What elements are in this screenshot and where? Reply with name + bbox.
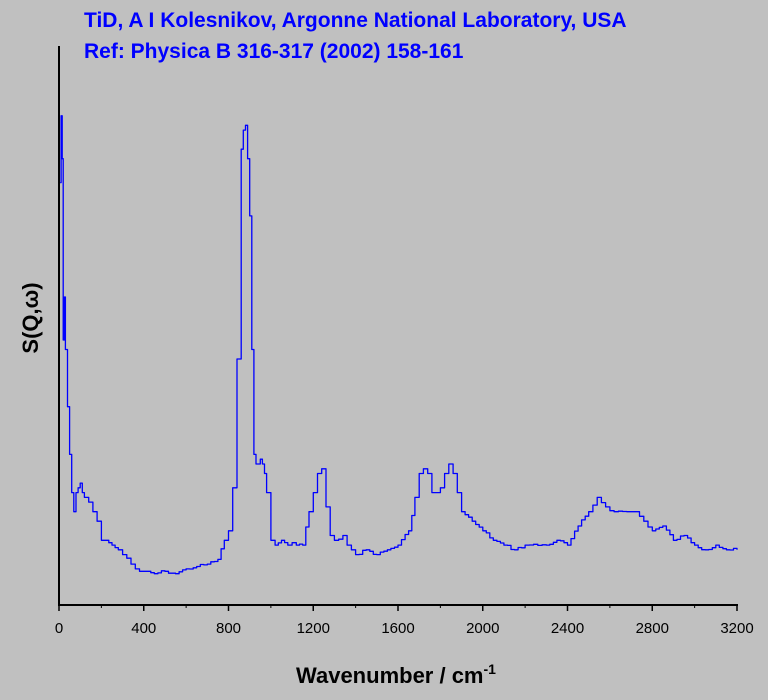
x-tick-label-3200: 3200 [720, 620, 753, 637]
x-axis-title-superscript: -1 [484, 661, 497, 677]
y-axis-title: S(Q,ω) [18, 282, 43, 353]
x-tick-label-1200: 1200 [297, 620, 330, 637]
x-tick-label-2000: 2000 [466, 620, 499, 637]
x-tick-label-400: 400 [131, 620, 156, 637]
x-tick-label-1600: 1600 [381, 620, 414, 637]
x-tick-label-2800: 2800 [636, 620, 669, 637]
x-tick-label-800: 800 [216, 620, 241, 637]
x-axis-title-main: Wavenumber / cm [296, 663, 483, 688]
x-tick-label-0: 0 [55, 620, 63, 637]
chart-title-line2: Ref: Physica B 316-317 (2002) 158-161 [84, 40, 464, 63]
series-line-0 [60, 115, 738, 575]
x-tick-label-2400: 2400 [551, 620, 584, 637]
chart-title-line1: TiD, A I Kolesnikov, Argonne National La… [84, 9, 627, 32]
plot-area: 0 400 800 1200 1600 2000 2400 2800 3200 [55, 46, 754, 637]
x-axis-title: Wavenumber / cm-1 [296, 661, 496, 688]
